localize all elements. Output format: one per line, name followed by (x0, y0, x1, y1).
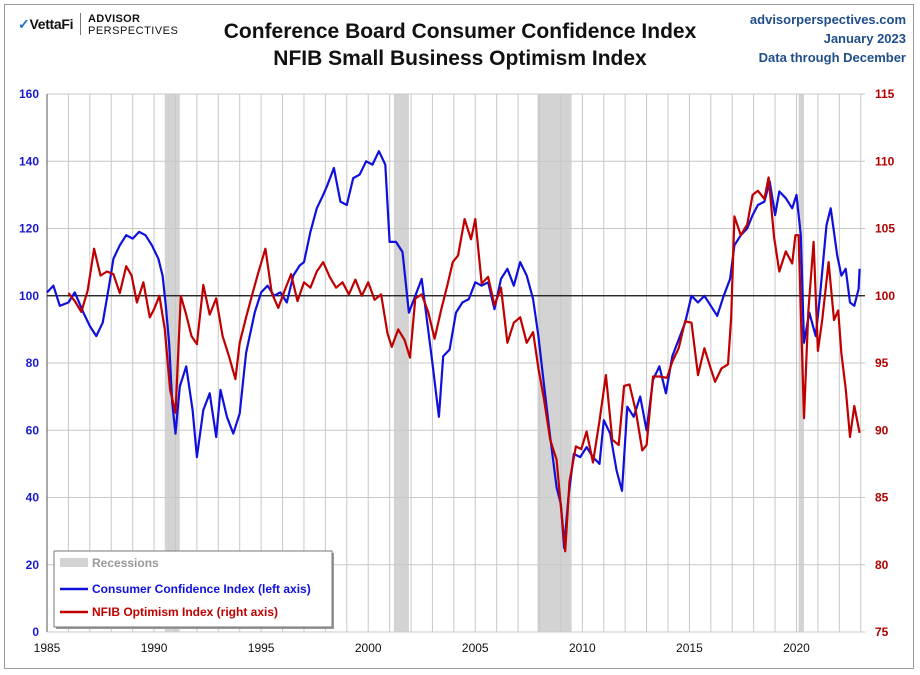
x-axis-tick-6: 2015 (676, 641, 703, 655)
legend-consumer-label: Consumer Confidence Index (left axis) (92, 582, 311, 596)
x-axis-ticks: 1985 1990 1995 2000 2005 2010 2015 2020 (34, 641, 810, 655)
right-axis-tick-1: 80 (875, 558, 889, 572)
left-axis-tick-5: 100 (19, 289, 39, 303)
left-axis-tick-0: 0 (32, 625, 39, 639)
legend-recessions-label: Recessions (92, 556, 159, 570)
left-axis-tick-4: 80 (26, 356, 40, 370)
left-axis-tick-6: 120 (19, 222, 39, 236)
brand-secondary-line2: PERSPECTIVES (88, 25, 179, 37)
legend-nfib-label: NFIB Optimism Index (right axis) (92, 605, 278, 619)
right-axis-tick-7: 110 (875, 154, 895, 168)
right-axis-tick-0: 75 (875, 625, 889, 639)
right-axis-tick-4: 95 (875, 356, 889, 370)
right-axis-tick-5: 100 (875, 289, 895, 303)
x-axis-tick-1: 1990 (141, 641, 168, 655)
legend-recession-swatch (60, 558, 88, 567)
consumer-confidence-line (46, 150, 861, 549)
series-lines (46, 150, 861, 553)
left-axis-tick-1: 20 (26, 558, 40, 572)
right-axis-tick-3: 90 (875, 423, 889, 437)
chart-title-line1: Conference Board Consumer Confidence Ind… (223, 20, 697, 43)
x-axis-tick-5: 2010 (569, 641, 596, 655)
x-axis-tick-7: 2020 (783, 641, 810, 655)
source-note: Data through December (758, 50, 906, 65)
chart-title-line2: NFIB Small Business Optimism Index (273, 47, 647, 70)
x-axis-tick-4: 2005 (462, 641, 489, 655)
vettafi-logo: ✓VettaFi (18, 16, 74, 33)
right-axis-tick-6: 105 (875, 222, 895, 236)
right-axis-tick-8: 115 (875, 87, 895, 101)
nfib-optimism-line (67, 176, 861, 553)
left-axis-tick-8: 160 (19, 87, 39, 101)
left-axis-tick-7: 140 (19, 154, 39, 168)
x-axis-tick-3: 2000 (355, 641, 382, 655)
right-axis-tick-2: 85 (875, 491, 889, 505)
x-axis-tick-0: 1985 (34, 641, 61, 655)
chart-frame (4, 4, 914, 669)
brand-secondary-line1: ADVISOR (88, 13, 141, 25)
left-axis-tick-3: 60 (26, 423, 40, 437)
brand-primary: VettaFi (29, 16, 74, 32)
x-axis-tick-2: 1995 (248, 641, 275, 655)
left-axis-tick-2: 40 (26, 491, 40, 505)
legend: Recessions Consumer Confidence Index (lef… (53, 550, 334, 629)
source-site: advisorperspectives.com (749, 12, 906, 27)
logo-check-icon: ✓ (18, 16, 30, 32)
brand-divider (80, 13, 81, 35)
left-axis-ticks: 0 20 40 60 80 100 120 140 160 (19, 87, 39, 639)
legend-box (53, 550, 333, 628)
right-axis-ticks: 75 80 85 90 95 100 105 110 115 (875, 87, 895, 639)
advisor-perspectives-logo: ADVISOR PERSPECTIVES (88, 13, 178, 37)
source-date: January 2023 (823, 31, 906, 46)
